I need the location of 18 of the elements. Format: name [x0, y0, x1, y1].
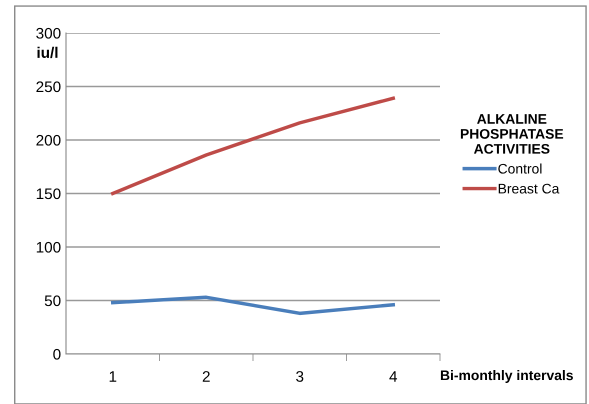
x-tick-label: 1: [110, 371, 116, 382]
legend-label: Breast Ca: [498, 184, 560, 194]
y-axis-title: iu/l: [38, 46, 58, 58]
x-tick-label: 3: [296, 371, 304, 382]
y-tick-label: 250: [36, 81, 61, 92]
y-tick-label: 100: [36, 242, 61, 253]
x-axis-title: Bi-monthly intervals: [440, 370, 573, 383]
y-tick-label: 150: [36, 188, 61, 200]
line-series: [111, 296, 395, 316]
y-tick-label: 200: [36, 134, 61, 146]
legend-label: Control: [498, 163, 542, 174]
y-tick-label: 50: [44, 295, 61, 306]
legend-title: ALKALINE PHOSPHATASE ACTIVITIES: [460, 114, 564, 154]
line-series: [111, 96, 395, 196]
x-tick-label: 2: [202, 371, 210, 382]
y-tick-label: 300: [36, 28, 61, 39]
x-tick-label: 4: [389, 371, 398, 382]
y-tick-label: 0: [53, 348, 61, 360]
